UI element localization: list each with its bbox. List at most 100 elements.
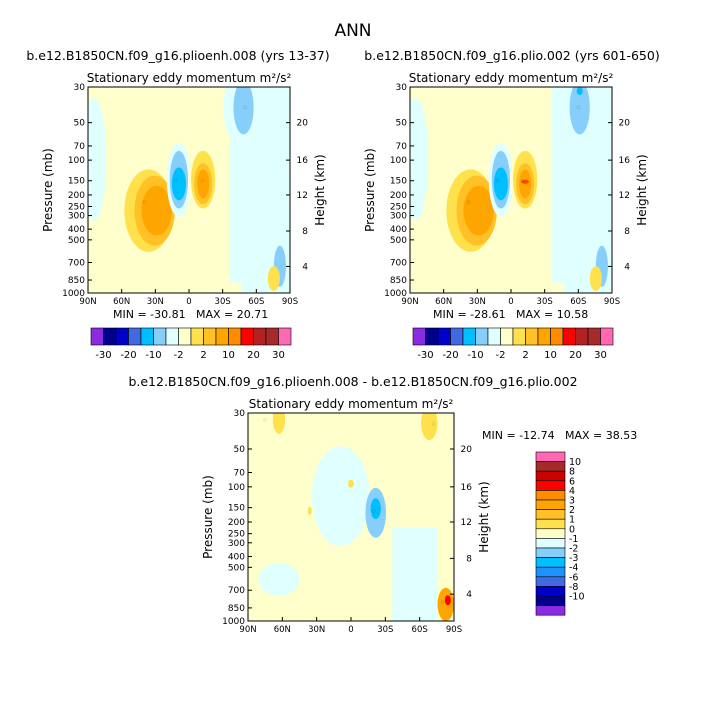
- colorbar-box: [475, 327, 489, 346]
- y-axis-label: Pressure (mb): [201, 475, 215, 559]
- feature-point: [520, 178, 524, 183]
- contour: [589, 266, 602, 291]
- panel3-max-label: MAX = 38.53: [565, 429, 637, 442]
- colorbar-box: [535, 566, 566, 578]
- y-tick-label: 30: [396, 83, 408, 93]
- x-tick-label: 30N: [147, 297, 164, 307]
- y-tick-label: 50: [74, 119, 86, 129]
- y-tick-label: 400: [228, 553, 245, 563]
- feature-point: [243, 105, 247, 109]
- colorbar-label: 4: [569, 486, 575, 497]
- colorbar-box: [535, 461, 566, 472]
- colorbar-label: 2: [200, 350, 206, 361]
- colorbar-box: [535, 595, 566, 606]
- colorbar-box: [535, 538, 566, 549]
- y2-axis-label: Height (km): [477, 481, 491, 552]
- y-tick-label: 200: [228, 518, 245, 528]
- y-tick-label: 250: [68, 202, 85, 212]
- y-tick-label: 100: [68, 156, 85, 166]
- y2-tick-label: 12: [297, 191, 308, 201]
- colorbar-box: [587, 327, 601, 346]
- y-tick-label: 30: [74, 83, 86, 93]
- colorbar-box: [535, 509, 566, 520]
- y-tick-label: 700: [228, 586, 245, 596]
- colorbar-label: 10: [569, 457, 581, 468]
- y-tick-label: 400: [68, 225, 85, 235]
- contour: [463, 185, 494, 236]
- x-tick-label: 60S: [248, 297, 264, 307]
- contour: [100, 282, 242, 293]
- y2-tick-label: 20: [461, 445, 473, 455]
- y2-tick-label: 8: [302, 227, 308, 237]
- colorbar-box: [228, 327, 242, 346]
- colorbar-box: [115, 327, 129, 346]
- contour: [493, 167, 508, 201]
- colorbar-label: 2: [569, 505, 575, 516]
- colorbar-box: [462, 327, 476, 346]
- y2-axis-label: Height (km): [635, 154, 649, 225]
- panel1-min-label: MIN = -30.81: [113, 308, 186, 321]
- colorbar-label: -30: [95, 350, 111, 361]
- colorbar-box: [535, 470, 566, 482]
- x-tick-label: 0: [508, 297, 513, 307]
- colorbar-box: [103, 327, 117, 346]
- colorbar-label: -1: [569, 534, 578, 545]
- y-tick-label: 850: [390, 276, 407, 286]
- colorbar-label: -10: [467, 350, 483, 361]
- contour: [519, 169, 532, 199]
- y-tick-label: 300: [228, 539, 245, 549]
- x-tick-label: 60S: [412, 625, 428, 635]
- colorbar-label: -30: [417, 350, 433, 361]
- y-tick-label: 200: [390, 191, 407, 201]
- colorbar-box: [90, 327, 104, 346]
- y2-tick-label: 8: [624, 227, 630, 237]
- colorbar-box: [425, 327, 439, 346]
- contour: [233, 87, 254, 135]
- y-tick-label: 30: [234, 409, 246, 419]
- x-tick-label: 90N: [239, 625, 256, 635]
- colorbar-box: [500, 327, 514, 346]
- colorbar-box: [128, 327, 142, 346]
- y2-tick-label: 20: [297, 119, 309, 129]
- y-axis-label: Pressure (mb): [41, 148, 55, 232]
- contour: [272, 413, 286, 434]
- x-tick-label: 0: [186, 297, 191, 307]
- y-tick-label: 500: [390, 236, 407, 246]
- colorbar-label: -6: [569, 572, 578, 583]
- colorbar-box: [437, 327, 451, 346]
- contour: [197, 169, 210, 199]
- colorbar-label: 2: [522, 350, 528, 361]
- y-tick-label: 70: [396, 142, 408, 152]
- colorbar-box: [240, 327, 254, 346]
- colorbar-label: -2: [174, 350, 184, 361]
- contour: [576, 87, 583, 96]
- feature-point: [173, 178, 178, 183]
- field-0: [88, 87, 290, 293]
- colorbar-box: [512, 327, 526, 346]
- x-tick-label: 30S: [215, 297, 231, 307]
- contour: [370, 498, 381, 520]
- panel2-min-label: MIN = -28.61: [433, 308, 506, 321]
- y-tick-label: 1000: [222, 617, 245, 627]
- x-tick-label: 60N: [274, 625, 291, 635]
- contour: [88, 97, 107, 221]
- feature-point: [466, 200, 471, 204]
- colorbar-box: [535, 576, 566, 587]
- y-tick-label: 50: [234, 445, 246, 455]
- colorbar-box: [165, 327, 179, 346]
- contour: [258, 562, 300, 597]
- panel1-max-label: MAX = 20.71: [196, 308, 268, 321]
- colorbar-label: 3: [569, 496, 575, 507]
- colorbar-box: [535, 490, 566, 501]
- colorbar-box: [265, 327, 279, 346]
- contour: [421, 413, 438, 441]
- y-tick-label: 700: [68, 259, 85, 269]
- y2-tick-label: 4: [624, 262, 630, 272]
- y2-tick-label: 20: [619, 119, 631, 129]
- colorbar-label: -8: [569, 582, 578, 593]
- y-tick-label: 700: [390, 259, 407, 269]
- y-tick-label: 150: [68, 177, 85, 187]
- colorbar-box: [190, 327, 204, 346]
- y2-tick-label: 16: [619, 156, 631, 166]
